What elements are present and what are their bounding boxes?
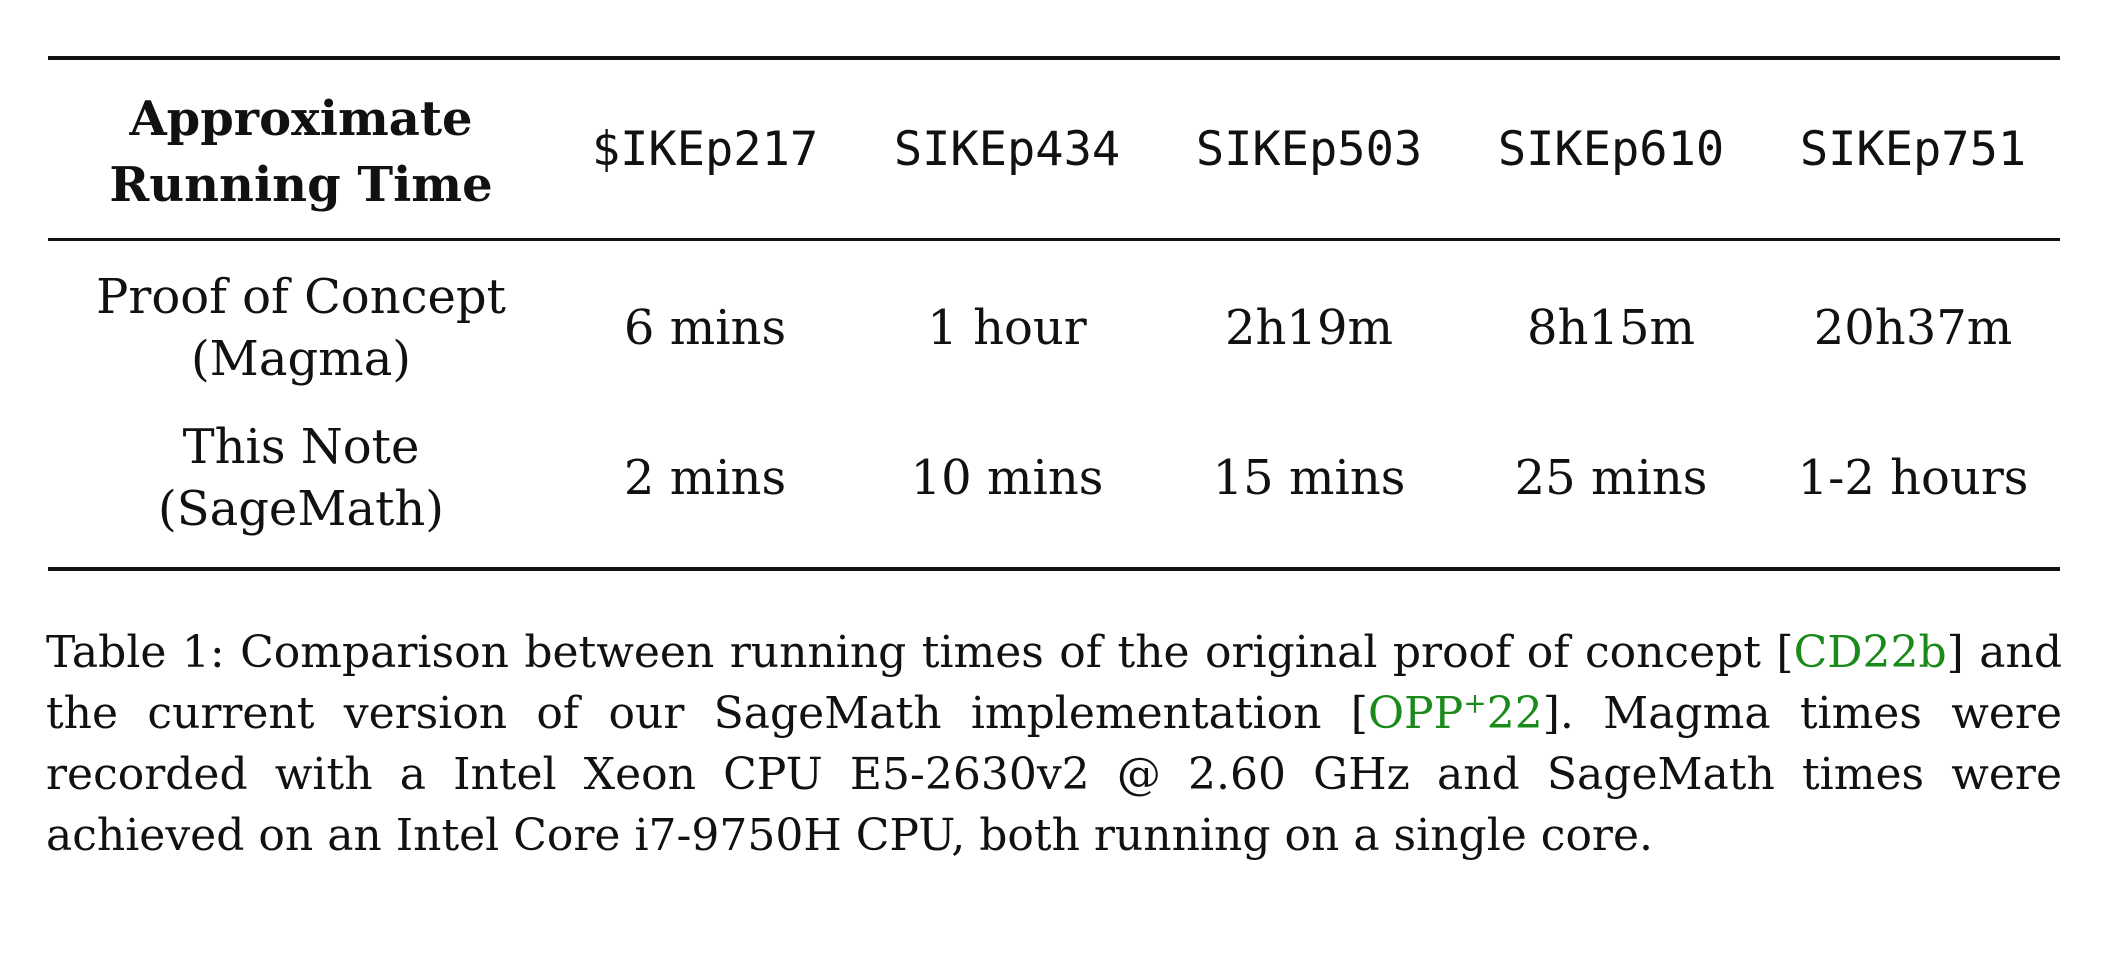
table-cell: 8h15m	[1526, 300, 1696, 356]
column-header-sikep751: SIKEp751	[1799, 122, 2027, 177]
header-label-line2: Running Time	[109, 157, 493, 213]
row-label-line2: (Magma)	[190, 331, 412, 387]
caption-text: Table 1: Comparison between running time…	[46, 627, 1794, 678]
column-header-sikep503: SIKEp503	[1195, 122, 1423, 177]
row-label-this-note: This Note (SageMath)	[48, 416, 554, 540]
citation-main: OPP	[1367, 688, 1464, 739]
table-cell: 1-2 hours	[1797, 450, 2029, 506]
column-header-sikep610: SIKEp610	[1497, 122, 1725, 177]
table-cell: 2h19m	[1224, 300, 1394, 356]
header-label-line1: Approximate	[129, 91, 473, 147]
row-label-line2: (SageMath)	[157, 481, 445, 537]
row-label-line1: This Note	[182, 419, 420, 475]
table-header-rule	[48, 238, 2060, 241]
table-cell: 10 mins	[910, 450, 1104, 506]
caption-text: ] and the current version of our SageMat…	[46, 627, 2062, 739]
header-label: Approximate Running Time	[48, 86, 554, 218]
table-cell: 2 mins	[623, 450, 787, 506]
table-cell: 20h37m	[1813, 300, 2013, 356]
citation-tail: 22	[1486, 688, 1543, 739]
column-header-sikep217: $IKEp217	[591, 122, 819, 177]
citation-link-cd22b[interactable]: CD22b	[1793, 627, 1947, 678]
table-cell: 15 mins	[1212, 450, 1406, 506]
column-header-sikep434: SIKEp434	[893, 122, 1121, 177]
table-cell: 25 mins	[1514, 450, 1708, 506]
row-label-line1: Proof of Concept	[96, 269, 506, 325]
citation-superscript: +	[1463, 686, 1487, 720]
row-label-proof-of-concept: Proof of Concept (Magma)	[48, 266, 554, 390]
table-caption: Table 1: Comparison between running time…	[46, 622, 2062, 866]
caption-text: ]. Magma times were recorded with a Inte…	[46, 688, 2062, 861]
citation-link-opp22[interactable]: OPP+22	[1368, 688, 1543, 739]
table-cell: 6 mins	[623, 300, 787, 356]
table-bottom-rule	[48, 567, 2060, 571]
table-top-rule	[48, 56, 2060, 60]
table-cell: 1 hour	[927, 300, 1087, 356]
